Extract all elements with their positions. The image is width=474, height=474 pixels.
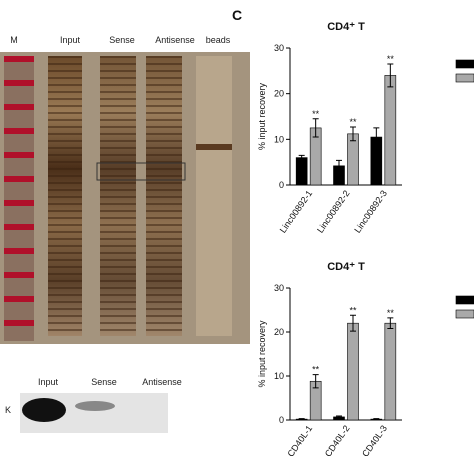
y-tick-label: 10 — [274, 134, 284, 144]
blot-image — [20, 393, 168, 433]
x-tick-label: Linc00892-1 — [278, 188, 315, 234]
lane-label: M — [10, 35, 18, 45]
bar — [295, 157, 308, 186]
blot-lane-label: Input — [38, 377, 59, 387]
blot-label: K — [5, 405, 11, 415]
error-bar — [387, 317, 394, 329]
error-bar — [336, 159, 342, 172]
lane-label: Sense — [109, 35, 135, 45]
lane-label: Input — [60, 35, 81, 45]
chart-title: CD4⁺ T — [327, 21, 365, 33]
legend-swatch — [455, 59, 474, 69]
x-tick-label: Linc00892-3 — [352, 188, 389, 234]
error-bar — [298, 418, 305, 421]
legend-swatch — [455, 295, 474, 305]
x-tick-label: Linc00892-2 — [315, 188, 352, 234]
error-bar — [312, 118, 319, 138]
y-axis-label: % input recovery — [257, 320, 267, 388]
panel-label: C — [232, 7, 242, 23]
significance: ** — [312, 365, 320, 375]
error-bar — [298, 154, 305, 161]
error-bar — [373, 418, 380, 421]
significance: ** — [349, 117, 357, 127]
y-tick-label: 10 — [274, 371, 284, 381]
y-tick-label: 30 — [274, 43, 284, 53]
significance: ** — [387, 308, 395, 318]
x-tick-label: CD40L-2 — [323, 423, 352, 458]
significance: ** — [312, 109, 320, 119]
y-tick-label: 0 — [279, 180, 284, 190]
y-tick-label: 20 — [274, 89, 284, 99]
error-bar — [336, 415, 342, 419]
chart-title: CD4⁺ T — [327, 261, 365, 273]
legend-swatch — [455, 73, 474, 83]
bar — [347, 322, 359, 421]
error-bar — [312, 374, 319, 389]
bar — [347, 133, 359, 186]
x-tick-label: CD40L-3 — [360, 423, 389, 458]
x-tick-label: CD40L-1 — [285, 423, 314, 458]
gel-image — [0, 52, 250, 344]
bar — [384, 75, 397, 186]
error-bar — [387, 63, 394, 88]
legend-swatch — [455, 309, 474, 319]
significance: ** — [387, 54, 395, 64]
error-bar — [350, 314, 356, 332]
significance: ** — [349, 305, 357, 315]
bar — [384, 322, 397, 421]
lane-label: Antisense — [155, 35, 195, 45]
blot-lane-label: Sense — [91, 377, 117, 387]
y-tick-label: 30 — [274, 283, 284, 293]
error-bar — [373, 127, 380, 147]
blot-lane-label: Antisense — [142, 377, 182, 387]
y-tick-label: 20 — [274, 327, 284, 337]
error-bar — [350, 126, 356, 142]
lane-label: beads — [206, 35, 231, 45]
y-tick-label: 0 — [279, 415, 284, 425]
y-axis-label: % input recovery — [257, 82, 267, 150]
